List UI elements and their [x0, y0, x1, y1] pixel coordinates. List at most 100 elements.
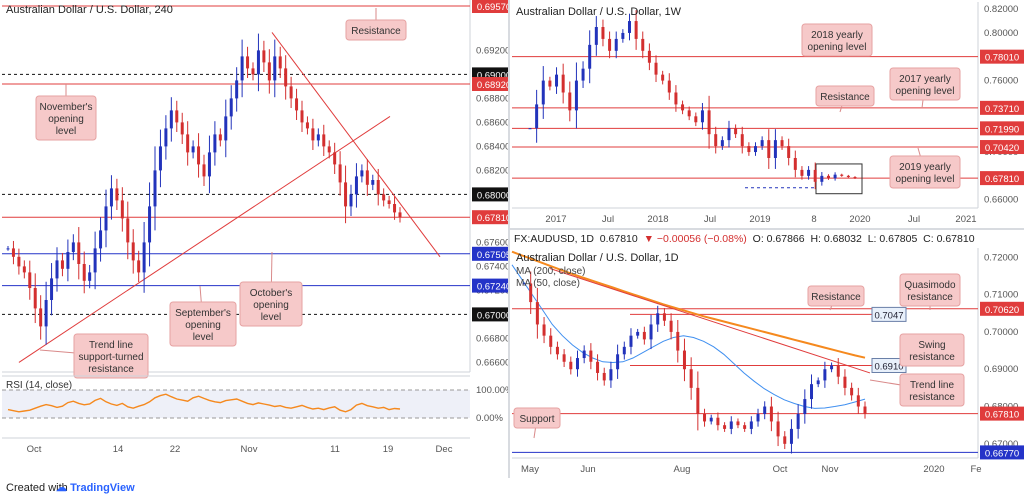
chart-1d-candle	[669, 320, 673, 332]
september-callout-box	[169, 301, 237, 347]
chart-1d-candle	[656, 313, 660, 325]
chart-1d-candle	[522, 283, 526, 285]
chart-1w-candle	[727, 128, 731, 141]
chart-4h-candle	[354, 176, 358, 195]
chart-1w-candle	[833, 174, 837, 179]
chart-4h-candle	[365, 170, 369, 185]
chart-1w-candle	[614, 38, 618, 51]
chart-1d-candle	[609, 369, 613, 381]
chart-1d-candle	[596, 361, 600, 373]
chart-1d-candle	[562, 354, 566, 362]
chart-1w-level-tag-label: 0.71990	[985, 124, 1019, 135]
chart-4h-candle	[311, 128, 315, 141]
chart-4h-plot[interactable]: 0.69200 0.69000 0.68800 0.68600 0.68400 0.682…	[0, 0, 508, 478]
panel-separator-horizontal[interactable]	[510, 228, 1024, 230]
chart-1d[interactable]: 0.720000.710000.700000.690000.680000.670…	[510, 230, 1024, 478]
chart-1d-candle	[729, 421, 733, 429]
chart-1d-candle	[703, 413, 707, 422]
yearly-2018-callout-box	[801, 23, 873, 57]
chart-1w-candle	[555, 74, 559, 87]
november-callout-box	[35, 95, 97, 141]
chart-1w-candle	[667, 80, 671, 93]
chart-1w-candle	[853, 177, 857, 179]
chart-1w[interactable]: 0.820000.800000.780000.760000.740000.720…	[510, 0, 1024, 228]
chart-1w-candle	[641, 38, 645, 51]
chart-4h-title: Australian Dollar / U.S. Dollar, 240	[6, 4, 173, 16]
chart-4h-y-tick: 0.67400	[476, 261, 508, 272]
chart-1w-candle	[621, 32, 625, 39]
chart-1w-candle	[561, 74, 565, 93]
yearly-2017-callout-box	[889, 67, 961, 101]
chart-1d-candle	[549, 335, 553, 347]
swing-callout-box	[899, 333, 965, 367]
chart-1d-candle	[709, 417, 713, 422]
chart-4h-candle	[360, 170, 364, 177]
last-price: 0.67810	[599, 233, 638, 245]
chart-4h-candle	[28, 272, 32, 288]
chart-4h-x-tick-label: Nov	[241, 444, 258, 455]
chart-1d-title: Australian Dollar / U.S. Dollar, 1D	[516, 252, 679, 264]
chart-4h-candle	[126, 218, 130, 243]
support-callout-box	[513, 407, 561, 429]
chart-1w-candle	[813, 169, 817, 182]
chart-1w-candle	[760, 140, 764, 147]
chart-1d-candle	[823, 369, 827, 381]
chart-1d-candle	[662, 313, 666, 321]
chart-4h-candle	[6, 248, 10, 250]
chart-4h-candle	[327, 146, 331, 153]
chart-1w-candle	[581, 68, 585, 81]
chart-4h-y-tick: 0.66800	[476, 333, 508, 344]
chart-1d-x-tick: Oct	[773, 464, 788, 475]
chart-4h-candle	[218, 134, 222, 141]
chart-1w-candle	[548, 80, 552, 87]
rsi-tick-0: 0.00%	[476, 413, 503, 424]
chart-4h-candle	[153, 170, 157, 207]
chart-4h-level-tag-label: 0.67240	[477, 282, 508, 293]
chart-1d-resistance-callout-text: Resistance	[811, 292, 861, 303]
chart-1w-candle	[601, 27, 605, 39]
chart-4h-y-tick: 0.68400	[476, 141, 508, 152]
chart-1w-candle	[647, 50, 651, 63]
chart-4h-candle	[197, 146, 201, 165]
chart-4h-candle	[109, 188, 113, 207]
chart-1d-candle	[535, 302, 539, 325]
chart-1d-candle	[575, 358, 579, 370]
panel-separator-vertical[interactable]	[508, 0, 510, 478]
chart-1w-x-tick: 2017	[545, 214, 566, 225]
chart-1w-plot[interactable]: 0.820000.800000.780000.760000.740000.720…	[510, 0, 1024, 228]
yearly-2017-callout-text: opening level	[896, 86, 955, 97]
low-value: L: 0.67805	[867, 233, 918, 245]
chart-1d-candle	[836, 365, 840, 377]
chart-4h-candle	[131, 242, 135, 261]
chart-1w-x-tick: 2018	[647, 214, 668, 225]
chart-1d-candle	[850, 387, 854, 396]
tradingview-logo[interactable]: ☁ TradingView	[56, 481, 135, 494]
chart-4h-level-tag	[472, 307, 508, 322]
trendline-callout-text: support-turned	[78, 352, 143, 363]
chart-4h-candle	[82, 264, 86, 281]
chart-4h[interactable]: 0.69200 0.69000 0.68800 0.68600 0.68400 0.682…	[0, 0, 508, 478]
chart-1d-level-tag-label: 0.7047	[874, 310, 903, 321]
chart-1d-candle	[636, 331, 640, 336]
chart-4h-candle	[240, 56, 244, 81]
chart-1d-candle	[542, 324, 546, 336]
chart-1d-plot[interactable]: 0.720000.710000.700000.690000.680000.670…	[510, 230, 1024, 478]
chart-4h-candle	[17, 256, 21, 267]
chart-1d-x-tick: Nov	[822, 464, 839, 475]
chart-1d-candle	[696, 387, 700, 414]
quasimodo-callout-box	[899, 273, 961, 307]
chart-1d-candle	[810, 384, 814, 400]
price-change: ▼ −0.00056 (−0.08%)	[643, 233, 747, 245]
chart-4h-candle	[349, 194, 353, 207]
chart-4h-trendline-resistance	[271, 32, 441, 258]
chart-1w-level-tag	[980, 49, 1024, 64]
chart-4h-candle	[99, 230, 103, 249]
swing-callout-text: Swing	[918, 340, 945, 351]
chart-4h-level-tag-label: 0.67505	[477, 250, 508, 261]
yearly-2019-callout-text: 2019 yearly	[899, 162, 951, 173]
chart-4h-y-tick: 0.69200	[476, 45, 508, 56]
chart-1d-trendline	[549, 268, 871, 374]
chart-1d-candle	[783, 436, 787, 444]
october-callout-text: level	[261, 312, 282, 323]
chart-1w-candle	[754, 146, 758, 153]
